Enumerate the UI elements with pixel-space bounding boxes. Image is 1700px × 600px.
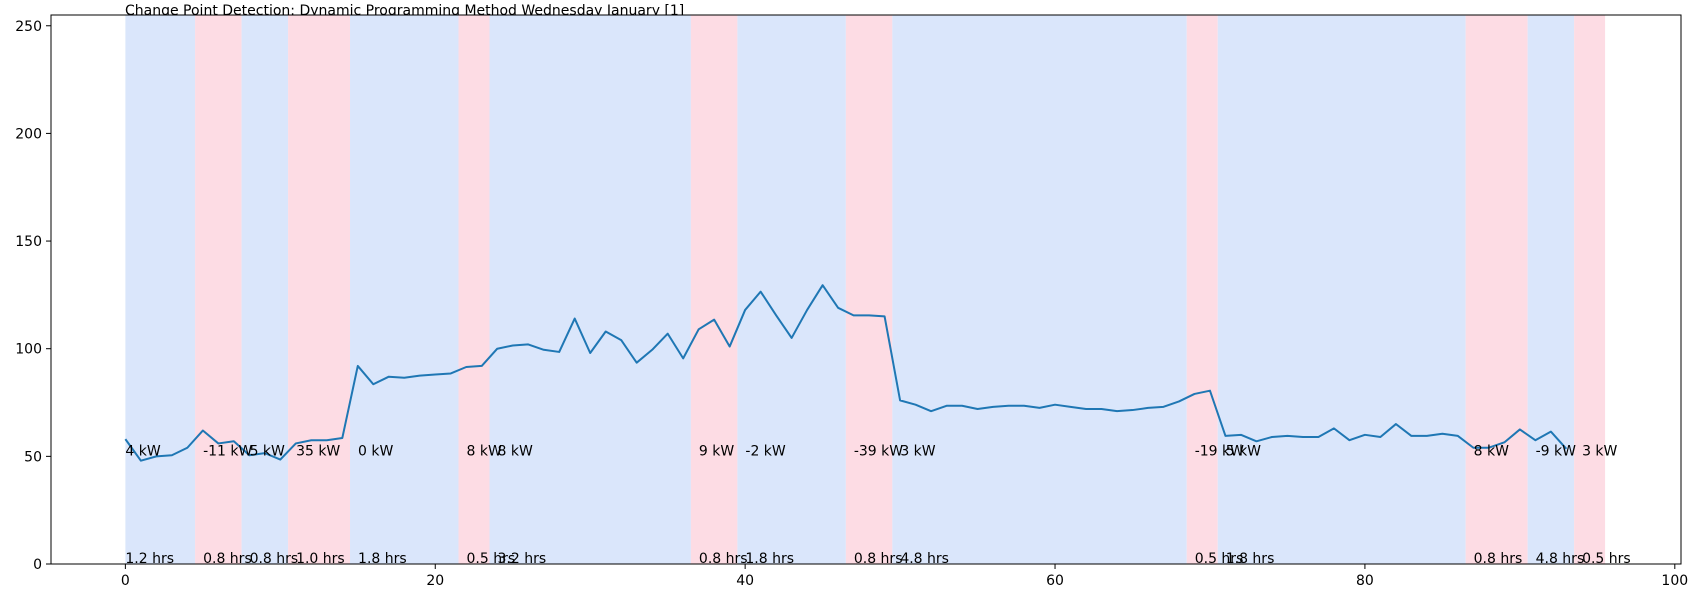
segment-duration-label-5: 0.5 hrs [467, 551, 516, 567]
x-axis: 0 20 40 60 80 100 [121, 564, 1688, 589]
segment-duration-label-6: 3.2 hrs [497, 551, 546, 567]
segment-duration-label-7: 0.8 hrs [699, 551, 748, 567]
segment-band-15 [1574, 15, 1606, 564]
segment-power-label-7: 9 kW [699, 443, 734, 459]
y-tick-label-150: 150 [15, 234, 42, 250]
segment-power-label-8: -2 kW [745, 443, 786, 459]
x-tick-label-20: 20 [426, 573, 444, 589]
segment-duration-label-4: 1.8 hrs [358, 551, 407, 567]
x-tick-label-0: 0 [121, 573, 130, 589]
x-tick-label-40: 40 [736, 573, 754, 589]
segment-power-label-11: -19 kW [1195, 443, 1244, 459]
y-tick-label-100: 100 [15, 342, 42, 358]
segment-power-label-6: 8 kW [497, 443, 532, 459]
axes-frame [50, 14, 1682, 565]
y-tick-label-50: 50 [24, 449, 42, 465]
y-tick-label-200: 200 [15, 126, 42, 142]
segment-duration-label-12: 1.8 hrs [1226, 551, 1275, 567]
segment-power-label-1: -11 kW [203, 443, 252, 459]
segment-band-5 [458, 15, 490, 564]
segment-duration-label-14: 4.8 hrs [1536, 551, 1585, 567]
segment-duration-label-9: 0.8 hrs [854, 551, 903, 567]
segment-band-14 [1527, 15, 1575, 564]
segment-power-label-14: -9 kW [1536, 443, 1577, 459]
segment-band-13 [1465, 15, 1528, 564]
segment-duration-label-1: 0.8 hrs [203, 551, 252, 567]
series-line-group [124, 284, 1568, 462]
segment-bands [125, 15, 1606, 564]
segment-band-6 [489, 15, 691, 564]
segment-band-2 [241, 15, 289, 564]
segment-duration-label-2: 0.8 hrs [250, 551, 299, 567]
segment-duration-label-8: 1.8 hrs [745, 551, 794, 567]
segment-power-label-15: 3 kW [1582, 443, 1617, 459]
segment-power-label-13: 8 kW [1474, 443, 1509, 459]
segment-power-label-9: -39 kW [854, 443, 903, 459]
x-tick-label-80: 80 [1356, 573, 1374, 589]
segment-power-label-10: 3 kW [900, 443, 935, 459]
segment-duration-label-11: 0.5 hrs [1195, 551, 1244, 567]
y-tick-label-250: 250 [15, 19, 42, 35]
segment-duration-label-0: 1.2 hrs [125, 551, 174, 567]
segment-duration-label-10: 4.8 hrs [900, 551, 949, 567]
segment-power-label-0: 4 kW [125, 443, 160, 459]
segment-band-12 [1217, 15, 1466, 564]
y-tick-label-0: 0 [33, 557, 42, 573]
x-tick-label-60: 60 [1046, 573, 1064, 589]
segment-band-1 [195, 15, 242, 564]
segment-duration-label-13: 0.8 hrs [1474, 551, 1523, 567]
segment-band-10 [892, 15, 1187, 564]
segment-duration-label-3: 1.0 hrs [296, 551, 345, 567]
y-axis: 0 50 100 150 200 250 [15, 19, 51, 573]
series-line-0 [124, 284, 1568, 462]
segment-band-9 [845, 15, 893, 564]
segment-band-0 [125, 15, 196, 564]
segment-band-8 [737, 15, 846, 564]
segment-power-label-3: 35 kW [296, 443, 340, 459]
segment-band-4 [350, 15, 459, 564]
segment-power-label-2: 5 kW [250, 443, 285, 459]
segment-band-7 [690, 15, 738, 564]
segment-duration-label-15: 0.5 hrs [1582, 551, 1631, 567]
segment-band-3 [288, 15, 351, 564]
segment-band-11 [1186, 15, 1218, 564]
segment-power-label-5: 8 kW [467, 443, 502, 459]
segment-annotations: 4 kW 1.2 hrs -11 kW 0.8 hrs 5 kW 0.8 hrs 35 kW… [125, 443, 1630, 567]
segment-power-label-12: 5 kW [1226, 443, 1261, 459]
x-tick-label-100: 100 [1661, 573, 1688, 589]
segment-power-label-4: 0 kW [358, 443, 393, 459]
